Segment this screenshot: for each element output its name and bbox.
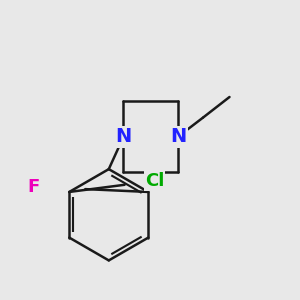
Text: Cl: Cl — [145, 172, 164, 190]
Text: F: F — [28, 178, 40, 196]
Text: N: N — [116, 127, 132, 146]
Text: N: N — [170, 127, 186, 146]
